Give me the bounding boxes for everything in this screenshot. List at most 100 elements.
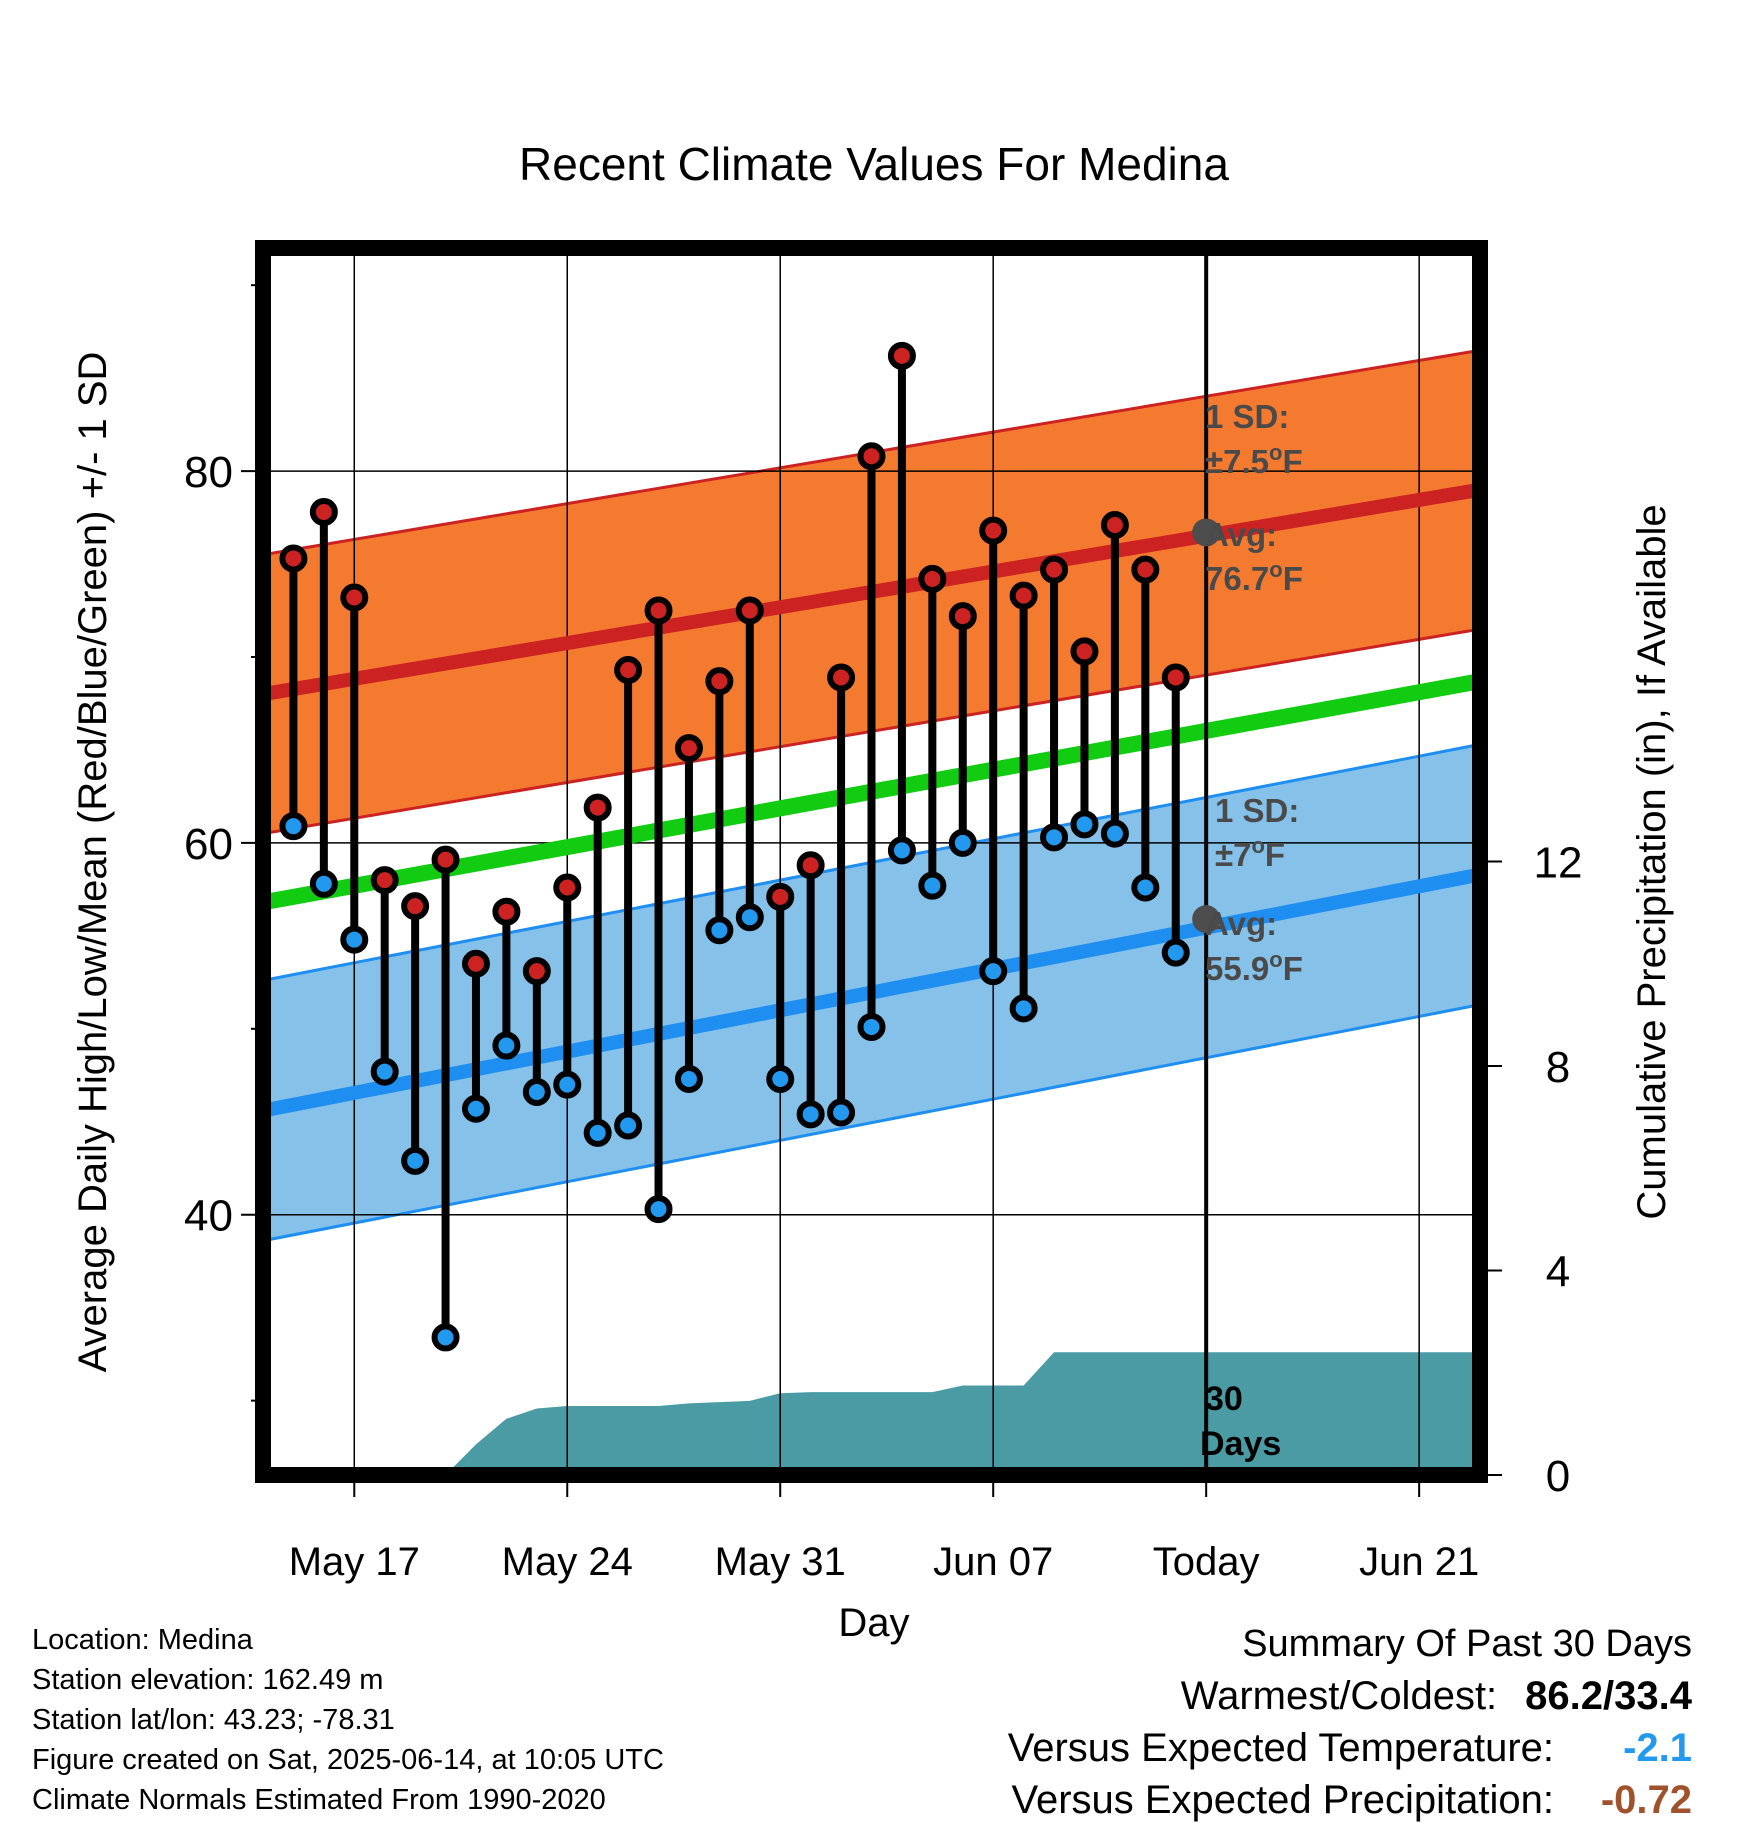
x-tick-label: Jun 07 bbox=[933, 1540, 1053, 1584]
today-high-avg-marker bbox=[1192, 518, 1221, 547]
daily-low-point bbox=[887, 836, 916, 865]
x-tick-label: May 24 bbox=[502, 1540, 633, 1584]
high-avg-label: Avg: bbox=[1205, 516, 1277, 553]
x-tick-label: Jun 21 bbox=[1359, 1540, 1479, 1584]
summary-title: Summary Of Past 30 Days bbox=[1242, 1623, 1692, 1665]
daily-low-point bbox=[553, 1070, 582, 1099]
precip-value: -0.72 bbox=[1600, 1778, 1692, 1822]
daily-low-point bbox=[1131, 873, 1160, 902]
location-text: Location: Medina bbox=[32, 1624, 253, 1656]
daily-low-point bbox=[766, 1065, 795, 1094]
daily-low-point bbox=[827, 1098, 856, 1127]
daily-high-point bbox=[614, 656, 643, 685]
daily-high-point bbox=[644, 596, 673, 625]
temp-label: Versus Expected Temperature: bbox=[1007, 1726, 1554, 1770]
daily-low-point bbox=[522, 1078, 551, 1107]
daily-low-point bbox=[431, 1323, 460, 1352]
y-right-tick-label: 4 bbox=[1546, 1248, 1570, 1297]
window-label-number: 30 bbox=[1205, 1380, 1243, 1418]
daily-high-point bbox=[370, 866, 399, 895]
created-text: Figure created on Sat, 2025-06-14, at 10… bbox=[32, 1744, 664, 1776]
y-left-tick-label: 60 bbox=[184, 820, 233, 869]
daily-high-point bbox=[979, 516, 1008, 545]
daily-high-point bbox=[522, 957, 551, 986]
plot-area: 1 SD: ±7.5oF Avg: 76.7oF 1 SD: ±7oF Avg: 55.9oF… bbox=[71, 240, 1674, 1645]
low-avg-value: 55.9oF bbox=[1205, 947, 1303, 987]
x-tick-label: Today bbox=[1153, 1540, 1260, 1584]
summary-warm-cold-row: Warmest/Coldest: 86.2/33.4 bbox=[1008, 1670, 1692, 1722]
daily-low-point bbox=[1009, 994, 1038, 1023]
daily-high-point bbox=[431, 845, 460, 874]
daily-low-point bbox=[1161, 938, 1190, 967]
daily-high-point bbox=[918, 564, 947, 593]
daily-high-point bbox=[583, 793, 612, 822]
high-sd-value: ±7.5oF bbox=[1205, 440, 1303, 480]
daily-high-point bbox=[401, 892, 430, 921]
precip-label: Versus Expected Precipitation: bbox=[1011, 1778, 1554, 1822]
daily-low-point bbox=[1040, 823, 1069, 852]
daily-high-point bbox=[705, 667, 734, 696]
x-axis-title: Day bbox=[838, 1601, 909, 1645]
daily-low-point bbox=[401, 1146, 430, 1175]
daily-low-point bbox=[1070, 810, 1099, 839]
daily-low-point bbox=[461, 1094, 490, 1123]
daily-high-point bbox=[1131, 555, 1160, 584]
daily-high-point bbox=[1161, 663, 1190, 692]
summary-precip-row: Versus Expected Precipitation: -0.72 bbox=[1008, 1774, 1692, 1826]
daily-high-point bbox=[887, 341, 916, 370]
daily-low-point bbox=[644, 1195, 673, 1224]
latlon-text: Station lat/lon: 43.23; -78.31 bbox=[32, 1704, 395, 1736]
daily-low-point bbox=[948, 828, 977, 857]
y-right-tick-label: 0 bbox=[1546, 1452, 1570, 1501]
daily-low-point bbox=[918, 871, 947, 900]
daily-high-point bbox=[827, 663, 856, 692]
y-left-tick-label: 40 bbox=[184, 1192, 233, 1241]
y-left-tick-label: 80 bbox=[184, 448, 233, 497]
warm-cold-value: 86.2/33.4 bbox=[1525, 1674, 1692, 1718]
daily-low-point bbox=[857, 1012, 886, 1041]
daily-high-point bbox=[461, 949, 490, 978]
low-avg-label: Avg: bbox=[1205, 905, 1277, 942]
y-right-tick-label: 12 bbox=[1534, 839, 1583, 888]
today-low-avg-marker bbox=[1192, 905, 1221, 934]
x-tick-label: May 17 bbox=[289, 1540, 420, 1584]
daily-low-point bbox=[735, 903, 764, 932]
elevation-text: Station elevation: 162.49 m bbox=[32, 1664, 384, 1696]
x-tick-label: May 31 bbox=[715, 1540, 846, 1584]
normals-text: Climate Normals Estimated From 1990-2020 bbox=[32, 1784, 606, 1816]
daily-low-point bbox=[309, 869, 338, 898]
low-sd-value: ±7oF bbox=[1215, 833, 1285, 873]
daily-high-point bbox=[1040, 555, 1069, 584]
daily-high-point bbox=[309, 497, 338, 526]
daily-low-point bbox=[583, 1118, 612, 1147]
daily-low-point bbox=[340, 925, 369, 954]
daily-low-point bbox=[674, 1065, 703, 1094]
daily-high-point bbox=[1100, 511, 1129, 540]
daily-high-point bbox=[1009, 581, 1038, 610]
temp-value: -2.1 bbox=[1623, 1726, 1692, 1770]
daily-high-point bbox=[553, 873, 582, 902]
daily-low-point bbox=[279, 812, 308, 841]
window-label-days: Days bbox=[1200, 1425, 1281, 1463]
daily-high-point bbox=[766, 882, 795, 911]
warm-cold-label: Warmest/Coldest: bbox=[1180, 1674, 1498, 1718]
daily-high-point bbox=[857, 442, 886, 471]
summary-temp-row: Versus Expected Temperature: -2.1 bbox=[1008, 1722, 1692, 1774]
high-sd-label: 1 SD: bbox=[1205, 398, 1289, 435]
daily-low-point bbox=[705, 916, 734, 945]
chart-title: Recent Climate Values For Medina bbox=[519, 138, 1229, 190]
daily-low-point bbox=[492, 1031, 521, 1060]
precipitation-area bbox=[445, 1352, 1480, 1475]
daily-high-point bbox=[735, 596, 764, 625]
low-sd-label: 1 SD: bbox=[1215, 792, 1299, 829]
y-right-axis-title: Cumulative Precipitation (in), If Availa… bbox=[1630, 504, 1674, 1219]
y-right-tick-label: 8 bbox=[1546, 1043, 1570, 1092]
daily-low-point bbox=[979, 957, 1008, 986]
summary-panel: Summary Of Past 30 Days Warmest/Coldest:… bbox=[1008, 1618, 1692, 1826]
daily-low-point bbox=[370, 1057, 399, 1086]
daily-high-point bbox=[674, 734, 703, 763]
daily-high-point bbox=[279, 544, 308, 573]
high-avg-value: 76.7oF bbox=[1205, 557, 1303, 597]
daily-high-point bbox=[948, 602, 977, 631]
